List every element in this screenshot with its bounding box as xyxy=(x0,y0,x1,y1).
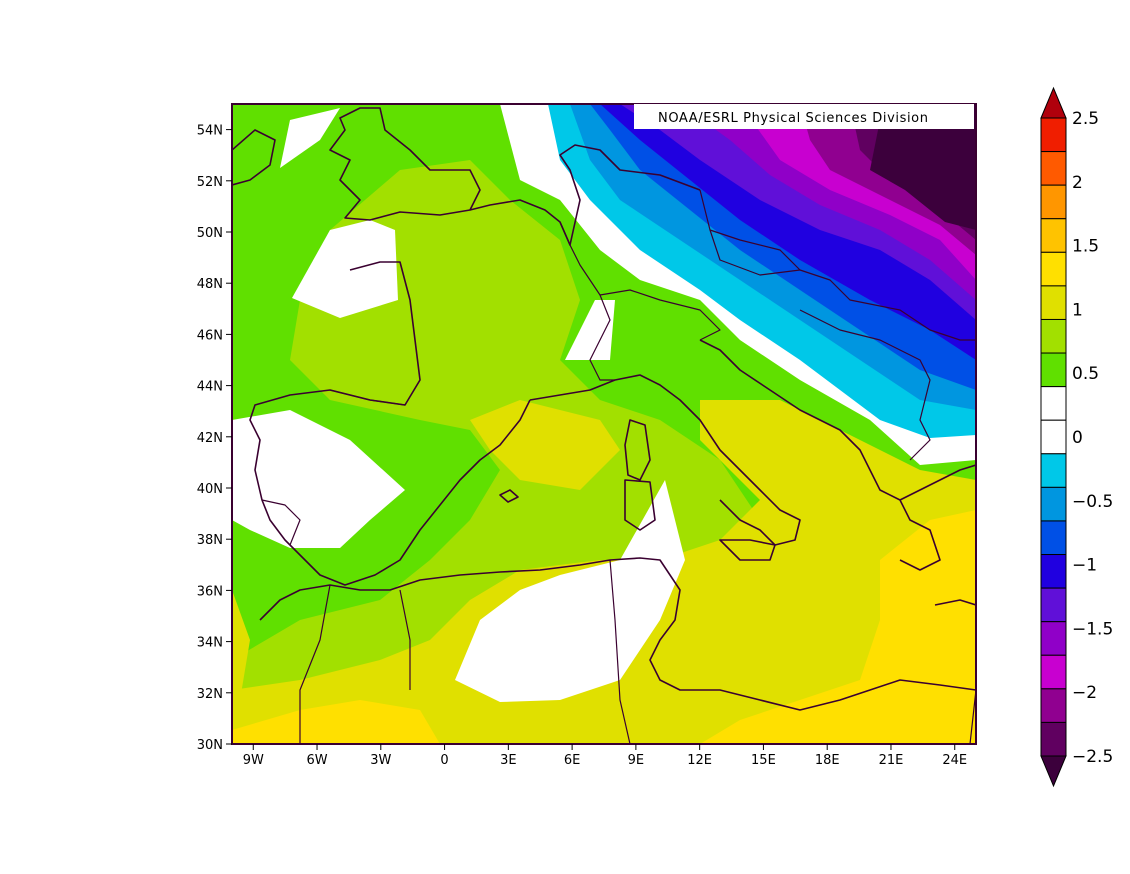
colorbar-segment xyxy=(1040,486,1067,522)
field-yellow-tyrrhenian xyxy=(470,400,620,490)
colorbar-segment xyxy=(1040,520,1067,556)
field-gold-southeast xyxy=(700,510,976,744)
colorbar: 2.5 2 1.5 1 0.5 0 −0.5 −1 −1.5 −2 −2.5 xyxy=(1040,86,1113,788)
colorbar-label: 1.5 xyxy=(1072,237,1099,257)
colorbar-segment xyxy=(1040,285,1067,320)
field-white-uk xyxy=(280,108,340,168)
colorbar-segment xyxy=(1040,184,1067,220)
coastline-crete xyxy=(934,599,976,606)
coastline-balearic xyxy=(499,489,519,503)
colorbar-segment xyxy=(1040,621,1067,656)
colorbar-segment xyxy=(1040,318,1067,354)
coastline-greece xyxy=(899,464,976,501)
x-tick-label: 9E xyxy=(628,753,645,768)
colorbar-segment xyxy=(1040,587,1067,623)
x-tick-label: 9W xyxy=(243,753,264,768)
border-balkans xyxy=(799,309,931,461)
colorbar-label: −0.5 xyxy=(1072,492,1113,512)
field-white-sahara xyxy=(455,480,685,702)
colorbar-segment xyxy=(1040,453,1067,488)
border-iberia xyxy=(261,499,301,546)
colorbar-label: 0 xyxy=(1072,428,1083,448)
x-tick-label: 18E xyxy=(815,753,840,768)
coastline-ireland xyxy=(232,129,276,186)
colorbar-bottom-triangle xyxy=(1040,755,1067,788)
y-tick-label: 36N xyxy=(197,584,223,599)
border-germany-poland xyxy=(699,189,976,341)
credit-background xyxy=(634,104,974,129)
map-plot-area xyxy=(232,104,976,744)
border-alps xyxy=(599,289,721,341)
colorbar-segment xyxy=(1040,688,1067,723)
border-france-east xyxy=(559,221,615,381)
y-tick-label: 34N xyxy=(197,636,223,651)
y-axis: 54N 52N 50N 48N 46N 44N 42N 40N 38N 36N 34N 32N 30N xyxy=(197,124,232,753)
colorbar-segment xyxy=(1040,251,1067,287)
field-white-iberia xyxy=(232,410,405,548)
y-tick-label: 38N xyxy=(197,533,223,548)
colorbar-label: −2.5 xyxy=(1072,747,1113,767)
y-tick-label: 40N xyxy=(197,482,223,497)
colorbar-label: 2 xyxy=(1072,173,1083,193)
x-tick-label: 24E xyxy=(942,753,967,768)
x-axis: 9W 6W 3W 0 3E 6E 9E 12E 15E 18E 21E 24E xyxy=(243,744,967,768)
colorbar-segment xyxy=(1040,419,1067,455)
colorbar-segment xyxy=(1040,151,1067,186)
y-tick-label: 50N xyxy=(197,226,223,241)
x-tick-label: 21E xyxy=(879,753,904,768)
coastline-sicily xyxy=(719,539,776,561)
border-central-europe xyxy=(709,229,801,276)
colorbar-segment xyxy=(1040,352,1067,388)
field-gold-southwest xyxy=(232,700,440,744)
x-tick-label: 15E xyxy=(751,753,776,768)
colorbar-label: −1.5 xyxy=(1072,619,1113,639)
colorbar-label: −2 xyxy=(1072,683,1097,703)
x-tick-label: 6W xyxy=(306,753,327,768)
x-tick-label: 6E xyxy=(564,753,581,768)
y-tick-label: 54N xyxy=(197,124,223,139)
x-tick-label: 3W xyxy=(370,753,391,768)
credit-box: NOAA/ESRL Physical Sciences Division xyxy=(634,104,974,129)
y-tick-label: 44N xyxy=(197,380,223,395)
field-negative-darkest xyxy=(870,104,976,230)
colorbar-segment xyxy=(1040,721,1067,757)
coastline-north-europe xyxy=(469,144,701,246)
border-france-spain xyxy=(329,389,406,406)
colorbar-segment xyxy=(1040,554,1067,589)
coastline-riviera-italy xyxy=(529,374,801,546)
colorbar-segment xyxy=(1040,654,1067,690)
coastline-adriatic-east xyxy=(699,339,941,571)
y-tick-label: 30N xyxy=(197,738,223,753)
colorbar-label: 1 xyxy=(1072,300,1083,320)
field-white-alps-gap xyxy=(565,300,615,360)
y-tick-label: 46N xyxy=(197,328,223,343)
y-tick-label: 42N xyxy=(197,431,223,446)
coastline-north-africa xyxy=(259,557,976,711)
colorbar-label: 2.5 xyxy=(1072,109,1099,129)
y-tick-label: 32N xyxy=(197,687,223,702)
coastline-sardinia xyxy=(624,479,656,531)
coastline-corsica xyxy=(624,419,651,481)
country-borders xyxy=(261,189,976,744)
coastline-britain xyxy=(329,107,481,221)
border-north-africa-states xyxy=(299,559,631,744)
map-frame xyxy=(231,103,977,745)
y-tick-label: 52N xyxy=(197,175,223,190)
x-tick-label: 12E xyxy=(687,753,712,768)
x-tick-label: 3E xyxy=(500,753,517,768)
field-white-brittany xyxy=(292,220,398,318)
colorbar-segment xyxy=(1040,117,1067,153)
colorbar-label: 0.5 xyxy=(1072,364,1099,384)
credit-text: NOAA/ESRL Physical Sciences Division xyxy=(658,111,929,126)
colorbar-segment xyxy=(1040,218,1067,253)
colorbar-segment xyxy=(1040,386,1067,421)
x-tick-label: 0 xyxy=(440,753,448,768)
field-yellow-west xyxy=(232,590,250,710)
coastlines xyxy=(232,107,976,711)
colorbar-label: −1 xyxy=(1072,556,1097,576)
colorbar-top-triangle xyxy=(1040,86,1067,119)
y-tick-label: 48N xyxy=(197,277,223,292)
